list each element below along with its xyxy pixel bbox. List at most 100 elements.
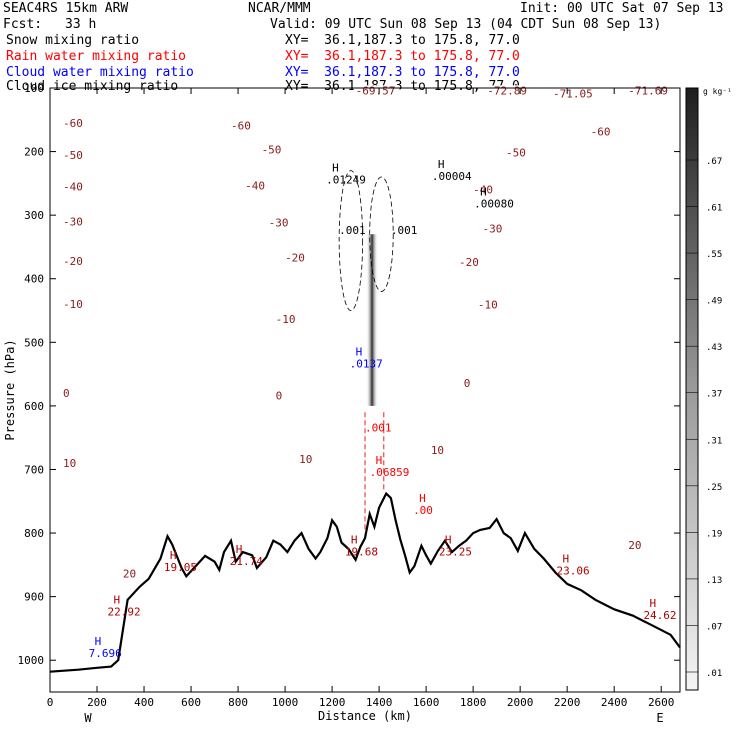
contour-label: -69.57	[356, 84, 396, 97]
valid-time: Valid: 09 UTC Sun 08 Sep 13 (04 CDT Sun …	[270, 17, 662, 32]
contour-label-bg	[243, 180, 269, 193]
forecast-hours: 33 h	[65, 17, 97, 32]
contour-label: -50	[262, 143, 282, 156]
colorbar: g kg⁻¹ .67 .61 .55 .49 .43 .37 .31 .25 .19 .13 .07.…	[685, 87, 732, 691]
colorbar-label: .43	[706, 343, 722, 353]
contour-label-bg	[428, 445, 447, 458]
contour-label: -60	[231, 119, 251, 132]
contour-label-bg	[626, 539, 645, 552]
contour-label-bg	[273, 314, 299, 327]
maximum-marker: H	[562, 552, 569, 565]
maximum-value: .00	[413, 504, 433, 517]
field-cloud-water-name: Cloud water mixing ratio	[6, 65, 194, 80]
contour-label-bg	[273, 390, 285, 403]
maximum-marker: H	[376, 454, 383, 467]
isotherm-left-label: -20	[63, 255, 83, 268]
contour-label-bg	[283, 252, 309, 265]
x-tick-label: 2400	[601, 696, 628, 709]
contour-label-bg	[259, 144, 285, 157]
x-axis-label: Distance (km)	[318, 709, 412, 723]
organization: NCAR/MMM	[248, 1, 311, 16]
maximum-value: 23.25	[439, 545, 472, 558]
isotherm-left-label: 0	[63, 387, 70, 400]
maximum-value: .0137	[350, 358, 383, 371]
maximum-value: 19.68	[345, 545, 378, 558]
west-label: W	[84, 711, 92, 725]
x-tick-label: 1600	[413, 696, 440, 709]
x-tick-label: 200	[87, 696, 107, 709]
colorbar-label: .37	[706, 390, 722, 400]
contour-label: 20	[123, 568, 136, 581]
contour-label: -40	[473, 184, 493, 197]
colorbar-label: .25	[706, 483, 722, 493]
x-tick-label: 1200	[319, 696, 346, 709]
colorbar-unit: g kg⁻¹	[703, 87, 732, 96]
x-tick-label: 1000	[272, 696, 299, 709]
y-tick-label: 400	[24, 273, 44, 286]
x-tick-label: 400	[134, 696, 154, 709]
forecast-label: Fcst:	[3, 17, 43, 32]
axes: 0 200 400 600 800 1000 1200 1400 1600 1800 2000 220…	[3, 82, 681, 725]
terrain-layer	[49, 491, 681, 673]
y-tick-label: 200	[24, 146, 44, 159]
contour-label-bg	[480, 223, 506, 236]
colorbar-label: .49	[706, 297, 722, 307]
x-tick-label: 800	[228, 696, 248, 709]
x-tick-label: 0	[47, 696, 54, 709]
colorbar-label: .55	[706, 250, 722, 260]
cloud-ice-label: .001	[391, 224, 418, 237]
contour-label-bg	[461, 377, 473, 390]
colorbar-label: .01	[706, 669, 722, 679]
isotherm-left-label: -30	[63, 216, 83, 229]
isotherm-left-label: -60	[63, 117, 83, 130]
y-tick-label: 800	[24, 527, 44, 540]
contour-label-bg	[551, 88, 598, 101]
cloud-ice-label: .001	[339, 224, 366, 237]
maximum-value: 7.696	[89, 647, 122, 660]
contour-label: 10	[431, 444, 444, 457]
x-tick-label: 600	[181, 696, 201, 709]
y-tick-label: 500	[24, 336, 44, 349]
plume-layer	[366, 234, 378, 406]
contour-label-bg	[297, 454, 316, 467]
contour-label: 0	[276, 390, 283, 403]
contour-label: -71.69	[628, 84, 668, 97]
maximum-value: 22.92	[107, 606, 140, 619]
isotherm-left-label: -50	[63, 149, 83, 162]
contour-label: -40	[245, 180, 265, 193]
maximum-value: .01249	[326, 173, 366, 186]
colorbar-label: .13	[706, 576, 722, 586]
colorbar-label: .61	[706, 204, 722, 214]
field-cloud-ice-name: Cloud ice mixing ratio	[6, 79, 179, 94]
contour-label: -72.89	[487, 84, 527, 97]
maximum-marker: H	[95, 635, 102, 648]
terrain-line	[49, 491, 681, 673]
maximum-marker: H	[356, 346, 363, 359]
contour-label-bg	[588, 126, 614, 139]
maximum-value: 24.62	[643, 609, 676, 622]
contour-label: -10	[478, 299, 498, 312]
colorbar-label: .19	[706, 529, 722, 539]
x-tick-label: 1800	[460, 696, 487, 709]
cloud-ice-contour	[338, 170, 364, 311]
colorbar-label: .31	[706, 436, 722, 446]
maximum-marker: H	[351, 533, 358, 546]
cloud-ice-contour	[369, 176, 394, 292]
maximum-marker: H	[480, 186, 487, 199]
colorbar-label: .07	[706, 622, 722, 632]
maximum-value: 21.74	[230, 555, 263, 568]
x-tick-label: 2000	[507, 696, 534, 709]
maximum-value: .06859	[370, 466, 410, 479]
rain-label: .001	[365, 421, 392, 434]
contour-label: 20	[628, 539, 641, 552]
y-tick-label: 900	[24, 591, 44, 604]
maximum-marker: H	[419, 492, 426, 505]
model-name: SEAC4RS 15km ARW	[3, 1, 129, 16]
plot-frame	[49, 87, 681, 693]
maximum-marker: H	[649, 597, 656, 610]
contour-label-bg	[457, 257, 483, 270]
contour-label: -60	[591, 126, 611, 139]
maximum-marker: H	[170, 549, 177, 562]
contour-label-bg	[475, 299, 501, 312]
maximum-marker: H	[445, 533, 452, 546]
